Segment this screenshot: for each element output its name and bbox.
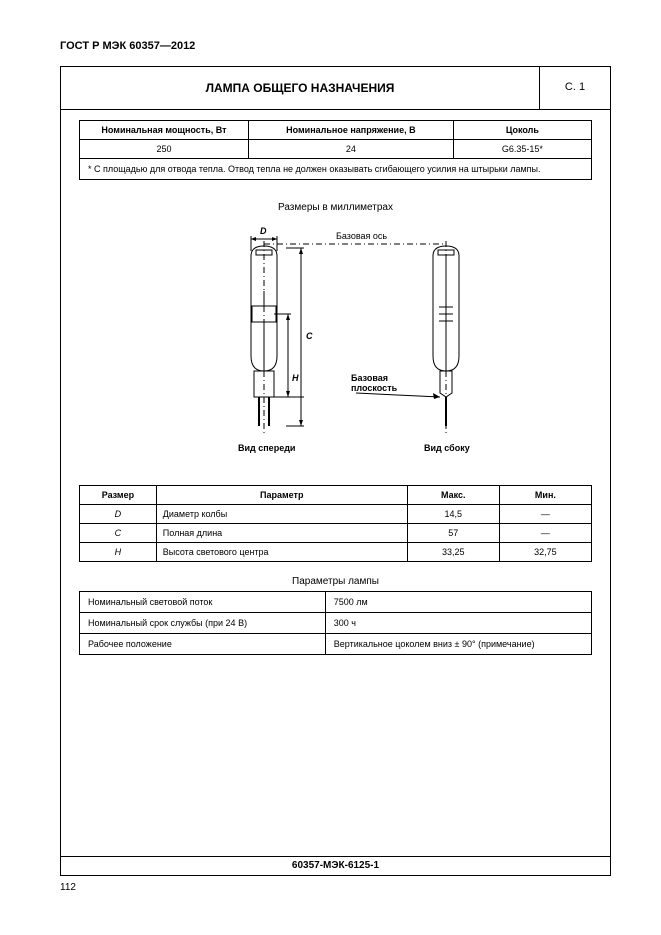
sz-h1: Размер xyxy=(80,486,157,505)
param-caption: Параметры лампы xyxy=(79,576,592,587)
label-front-view: Вид спереди xyxy=(238,443,295,453)
spec-c2: 24 xyxy=(248,140,453,159)
sz-r1c4: — xyxy=(499,505,591,524)
label-base-axis: Базовая ось xyxy=(336,231,387,241)
sz-r3c4: 32,75 xyxy=(499,543,591,562)
param-table: Номинальный световой поток 7500 лм Номин… xyxy=(79,591,592,655)
spec-h2: Номинальное напряжение, В xyxy=(248,121,453,140)
spec-h3: Цоколь xyxy=(453,121,591,140)
document-header: ГОСТ Р МЭК 60357—2012 xyxy=(60,40,611,52)
main-frame: ЛАМПА ОБЩЕГО НАЗНАЧЕНИЯ С. 1 Номинальная… xyxy=(60,66,611,876)
table-row: Номинальная мощность, Вт Номинальное нап… xyxy=(80,121,592,140)
table-row: Номинальный световой поток 7500 лм xyxy=(80,592,592,613)
page-number: 112 xyxy=(60,882,611,893)
sz-h2: Параметр xyxy=(156,486,407,505)
spec-c1: 250 xyxy=(80,140,249,159)
spec-note: * С площадью для отвода тепла. Отвод теп… xyxy=(80,159,592,180)
dimensions-caption: Размеры в миллиметрах xyxy=(79,202,592,213)
table-row: 250 24 G6.35-15* xyxy=(80,140,592,159)
sz-r3c3: 33,25 xyxy=(407,543,499,562)
table-row: Размер Параметр Макс. Мин. xyxy=(80,486,592,505)
page-title: ЛАМПА ОБЩЕГО НАЗНАЧЕНИЯ xyxy=(61,67,540,109)
table-row: H Высота светового центра 33,25 32,75 xyxy=(80,543,592,562)
sz-h4: Мин. xyxy=(499,486,591,505)
table-row: * С площадью для отвода тепла. Отвод теп… xyxy=(80,159,592,180)
sz-r2c4: — xyxy=(499,524,591,543)
label-d: D xyxy=(260,226,267,236)
table-row: Номинальный срок службы (при 24 В) 300 ч xyxy=(80,613,592,634)
lamp-diagram: Базовая ось xyxy=(156,221,516,471)
label-c: C xyxy=(306,331,313,341)
sz-r3c2: Высота светового центра xyxy=(156,543,407,562)
content-area: Номинальная мощность, Вт Номинальное нап… xyxy=(61,110,610,655)
label-base-plane-1: Базовая xyxy=(351,373,388,383)
label-base-plane-2: плоскость xyxy=(351,383,398,393)
p-r3c2: Вертикальное цоколем вниз ± 90° (примеча… xyxy=(325,634,591,655)
size-table: Размер Параметр Макс. Мин. D Диаметр кол… xyxy=(79,485,592,562)
sz-r1c1: D xyxy=(80,505,157,524)
sz-r2c2: Полная длина xyxy=(156,524,407,543)
sz-r1c3: 14,5 xyxy=(407,505,499,524)
label-side-view: Вид сбоку xyxy=(424,443,470,453)
p-r3c1: Рабочее положение xyxy=(80,634,326,655)
p-r1c1: Номинальный световой поток xyxy=(80,592,326,613)
p-r1c2: 7500 лм xyxy=(325,592,591,613)
spec-table: Номинальная мощность, Вт Номинальное нап… xyxy=(79,120,592,180)
p-r2c1: Номинальный срок службы (при 24 В) xyxy=(80,613,326,634)
title-row: ЛАМПА ОБЩЕГО НАЗНАЧЕНИЯ С. 1 xyxy=(61,67,610,110)
sz-r3c1: H xyxy=(80,543,157,562)
bottom-code: 60357-МЭК-6125-1 xyxy=(61,856,610,871)
p-r2c2: 300 ч xyxy=(325,613,591,634)
page: ГОСТ Р МЭК 60357—2012 ЛАМПА ОБЩЕГО НАЗНА… xyxy=(0,0,661,935)
spec-c3: G6.35-15* xyxy=(453,140,591,159)
label-h: H xyxy=(292,373,299,383)
sz-h3: Макс. xyxy=(407,486,499,505)
table-row: Рабочее положение Вертикальное цоколем в… xyxy=(80,634,592,655)
table-row: C Полная длина 57 — xyxy=(80,524,592,543)
table-row: D Диаметр колбы 14,5 — xyxy=(80,505,592,524)
sz-r2c3: 57 xyxy=(407,524,499,543)
page-ref: С. 1 xyxy=(540,67,610,109)
sz-r2c1: C xyxy=(80,524,157,543)
sz-r1c2: Диаметр колбы xyxy=(156,505,407,524)
spec-h1: Номинальная мощность, Вт xyxy=(80,121,249,140)
